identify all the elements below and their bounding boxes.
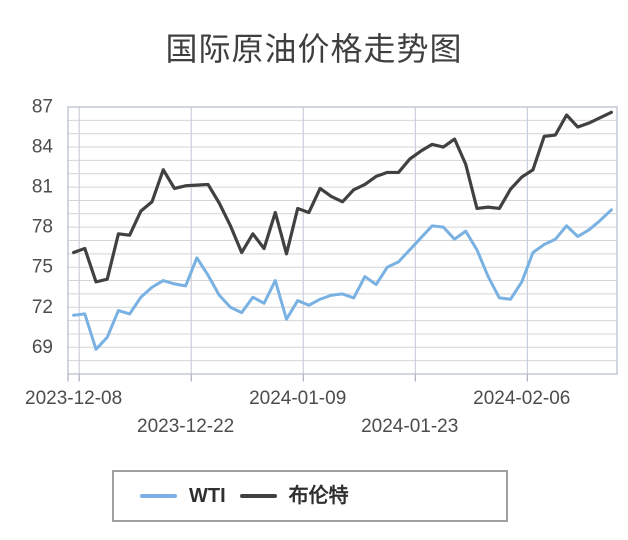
y-axis-label: 84 — [32, 137, 54, 158]
legend-item-brent[interactable]: 布伦特 — [239, 485, 349, 507]
brent-line-swatch-icon — [239, 494, 277, 498]
y-axis-label: 87 — [32, 97, 53, 118]
x-axis-label: 2024-02-06 — [473, 388, 570, 409]
x-axis-label: 2024-01-09 — [249, 388, 346, 409]
legend-label-brent: 布伦特 — [288, 485, 349, 507]
y-axis-label: 69 — [32, 337, 53, 358]
y-axis-label: 81 — [32, 177, 53, 198]
x-axis-label: 2024-01-23 — [361, 416, 458, 437]
series-line-brent[interactable] — [71, 110, 614, 284]
page-title: 国际原油价格走势图 — [165, 31, 463, 67]
wti-line-swatch-icon — [140, 494, 177, 498]
y-axis-label: 78 — [32, 217, 53, 238]
legend-box: WTI 布伦特 — [112, 470, 508, 522]
series-line-wti[interactable] — [72, 208, 613, 351]
x-axis-label: 2023-12-08 — [25, 388, 122, 409]
legend-label-wti: WTI — [189, 485, 226, 507]
y-axis-label: 72 — [32, 297, 53, 318]
x-axis-label: 2023-12-22 — [137, 416, 234, 437]
y-axis-label: 75 — [32, 257, 53, 278]
legend-item-wti[interactable]: WTI — [140, 486, 226, 506]
plot-area[interactable] — [67, 106, 618, 375]
chart-svg: 87 84 81 78 75 72 69 2023-12-08 2023-12-22 2024-0… — [25, 97, 618, 437]
